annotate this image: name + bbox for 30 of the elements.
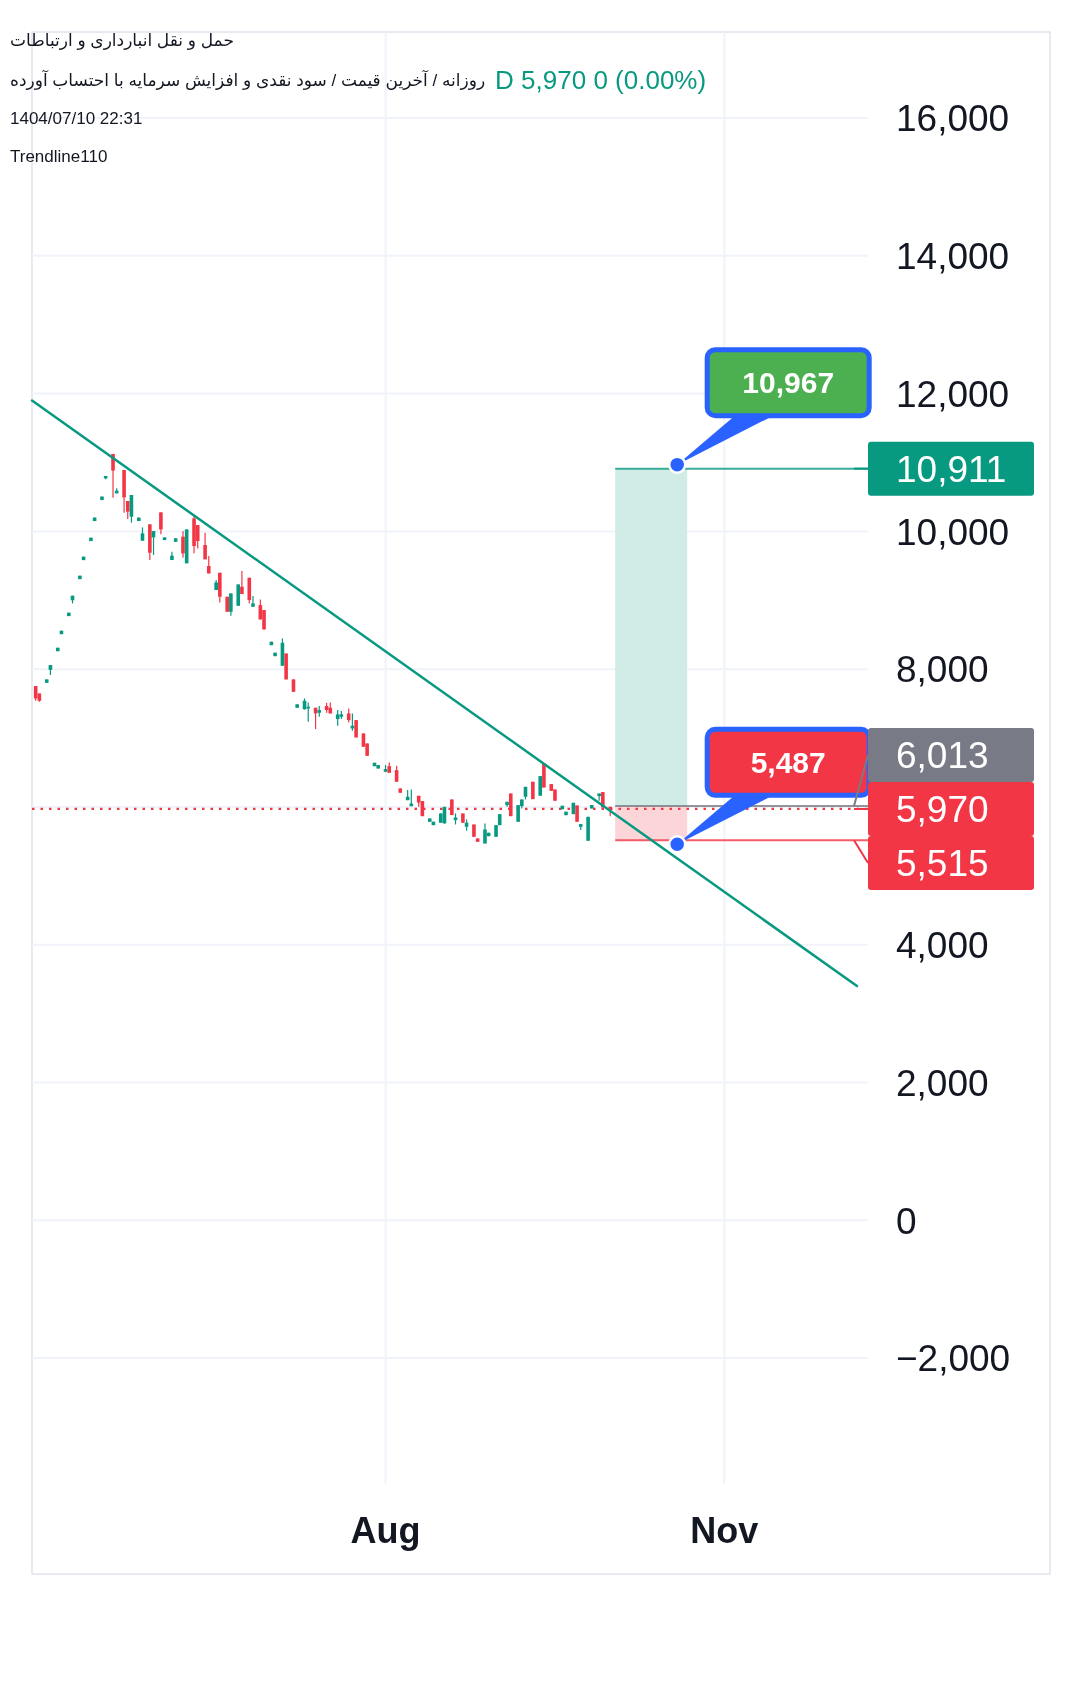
ref-line-label: 5,515 bbox=[896, 843, 989, 885]
y-tick-label: 0 bbox=[896, 1200, 917, 1242]
y-tick-label: −2,000 bbox=[896, 1338, 1011, 1380]
candlestick bbox=[251, 595, 255, 608]
ref-line-label: 5,970 bbox=[896, 789, 989, 831]
y-tick-label: 8,000 bbox=[896, 649, 989, 691]
candlestick bbox=[247, 577, 252, 605]
candlestick bbox=[181, 530, 185, 559]
y-tick-label: 12,000 bbox=[896, 373, 1010, 415]
text: روزانه / آخرین قیمت / سود نقدی و افزایش سرمایه با احتساب آورده bbox=[10, 69, 486, 91]
candlestick bbox=[229, 592, 233, 617]
annotation: 5,487 bbox=[750, 746, 826, 780]
candlestick bbox=[538, 775, 543, 797]
y-tick-label: 2,000 bbox=[896, 1062, 989, 1104]
annotation: Trendline110 bbox=[10, 147, 108, 167]
annotation: D 5,970 0 (0.00%) bbox=[495, 65, 707, 96]
y-tick-label: 10,000 bbox=[896, 511, 1010, 553]
x-tick-label: Aug bbox=[350, 1509, 421, 1551]
y-tick-label: 14,000 bbox=[896, 236, 1010, 278]
y-tick-label: 4,000 bbox=[896, 924, 989, 966]
x-tick-label: Nov bbox=[690, 1509, 759, 1551]
annotation: 10,967 bbox=[742, 366, 835, 400]
candlestick bbox=[159, 511, 163, 535]
candlestick bbox=[125, 500, 130, 520]
candlestick bbox=[236, 583, 241, 607]
legend-label: 6,013 bbox=[896, 735, 989, 777]
ref-line-label: 10,911 bbox=[896, 448, 1007, 490]
y-tick-label: 16,000 bbox=[896, 98, 1010, 140]
chart-title: حمل و نقل انبارداری و ارتباطات bbox=[10, 31, 234, 51]
annotation: 1404/07/10 22:31 bbox=[10, 109, 143, 129]
